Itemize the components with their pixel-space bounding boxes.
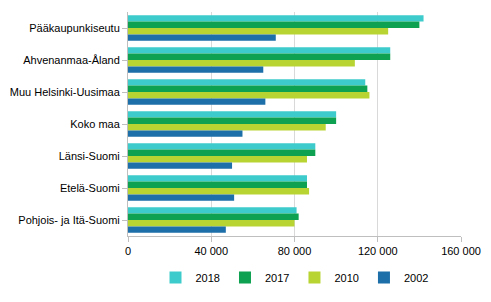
svg-text:80 000: 80 000 bbox=[278, 245, 312, 257]
svg-text:Muu Helsinki-Uusimaa: Muu Helsinki-Uusimaa bbox=[10, 86, 121, 98]
svg-text:0: 0 bbox=[125, 245, 131, 257]
svg-text:2018: 2018 bbox=[196, 272, 220, 284]
svg-text:Länsi-Suomi: Länsi-Suomi bbox=[59, 150, 120, 162]
svg-text:120 000: 120 000 bbox=[358, 245, 398, 257]
svg-text:Ahvenanmaa-Åland: Ahvenanmaa-Åland bbox=[23, 54, 120, 66]
svg-text:Etelä-Suomi: Etelä-Suomi bbox=[60, 182, 120, 194]
svg-text:Pohjois- ja Itä-Suomi: Pohjois- ja Itä-Suomi bbox=[18, 214, 120, 226]
svg-text:160 000: 160 000 bbox=[441, 245, 481, 257]
svg-text:40 000: 40 000 bbox=[194, 245, 228, 257]
svg-text:2002: 2002 bbox=[404, 272, 428, 284]
svg-text:Pääkaupunkiseutu: Pääkaupunkiseutu bbox=[29, 22, 120, 34]
svg-text:Koko maa: Koko maa bbox=[70, 118, 120, 130]
svg-text:2017: 2017 bbox=[265, 272, 289, 284]
svg-text:2010: 2010 bbox=[334, 272, 358, 284]
